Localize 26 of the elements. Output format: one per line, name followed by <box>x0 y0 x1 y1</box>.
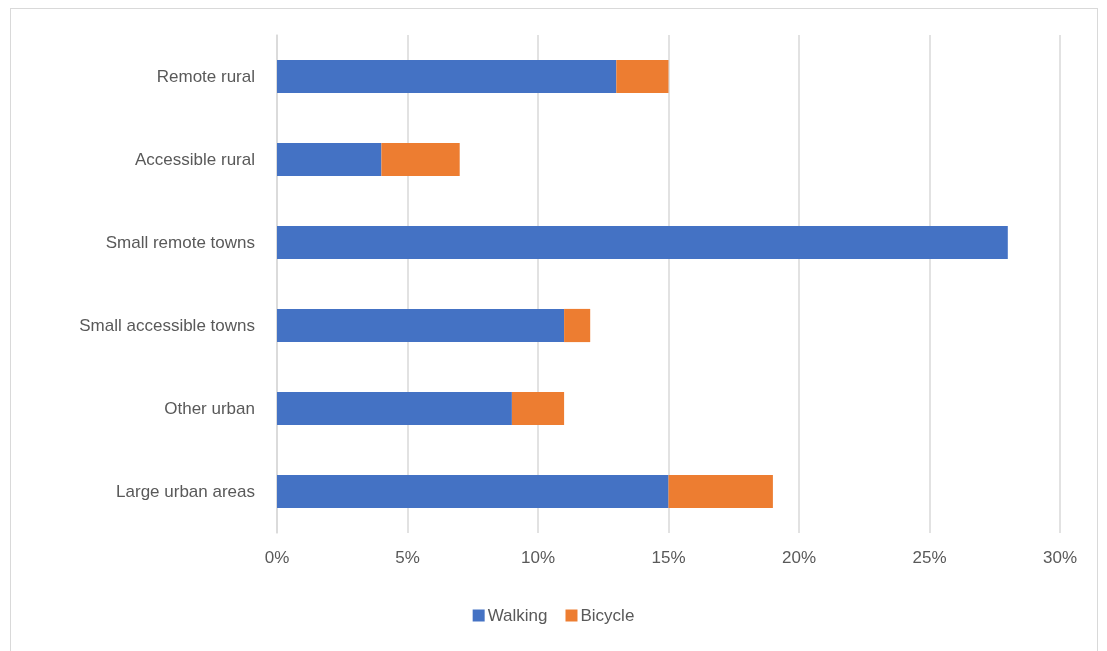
x-tick-label: 30% <box>1042 548 1078 567</box>
y-tick-label: Large urban areas <box>116 482 255 501</box>
bar <box>277 391 512 426</box>
x-tick-label: 0% <box>264 548 290 567</box>
bar <box>616 59 669 94</box>
bar <box>277 225 1008 260</box>
x-tick-label: 25% <box>912 548 947 567</box>
y-tick-label: Small remote towns <box>105 233 255 252</box>
bar <box>564 308 591 343</box>
y-tick-label: Remote rural <box>156 67 255 86</box>
bar <box>511 391 565 426</box>
bar <box>277 142 382 177</box>
bar <box>277 308 565 343</box>
y-tick-label: Small accessible towns <box>79 316 255 335</box>
legend-label: Walking <box>487 606 548 625</box>
x-tick-label: 20% <box>781 548 817 567</box>
y-tick-label: Other urban <box>164 399 255 418</box>
bar <box>381 142 460 177</box>
bar <box>277 474 669 509</box>
bar <box>277 59 617 94</box>
y-tick-label: Accessible rural <box>135 150 255 169</box>
x-tick-label: 15% <box>651 548 686 567</box>
x-tick-label: 10% <box>520 548 556 567</box>
bar <box>668 474 773 509</box>
x-tick-label: 5% <box>395 548 420 567</box>
legend-label: Bicycle <box>580 606 635 625</box>
